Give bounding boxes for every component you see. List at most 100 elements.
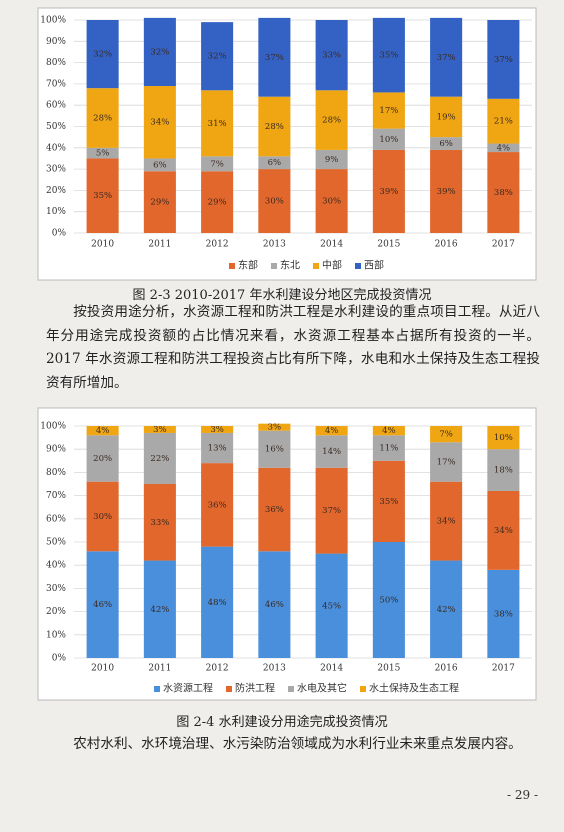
data-label: 6% [439,139,453,149]
bar-segment [487,152,520,233]
bar-segment [315,467,348,554]
legend-swatch [313,263,319,269]
data-label: 36% [208,500,227,510]
data-label: 30% [322,197,341,207]
data-label: 37% [494,55,513,65]
data-label: 37% [265,53,284,63]
bar-segment [143,426,176,433]
y-tick-label: 90% [46,445,66,455]
caption: 图 2-3 2010-2017 年水利建设分地区完成投资情况 [132,288,432,303]
data-label: 34% [437,517,456,527]
bar-segment [86,435,119,482]
y-tick-label: 10% [46,207,66,217]
bar-segment [258,169,291,233]
data-label: 34% [494,526,513,536]
data-label: 46% [93,600,112,610]
data-label: 33% [322,51,341,61]
data-label: 4% [382,426,396,436]
bar-segment [315,90,348,150]
bar-segment [430,17,463,97]
bar-segment [201,90,234,157]
legend-label: 水土保持及生态工程 [369,682,459,695]
bar-segment [143,17,176,87]
bar-segment [315,426,348,436]
bar-segment [258,17,291,97]
data-label: 31% [208,119,227,129]
data-label: 22% [150,454,169,464]
x-tick-label: 2014 [320,240,343,250]
data-label: 11% [379,444,398,454]
data-label: 21% [494,117,513,127]
x-tick-label: 2013 [263,664,286,674]
legend-swatch [355,263,361,269]
y-tick-label: 20% [46,186,66,196]
data-label: 37% [437,53,456,63]
data-label: 6% [268,158,282,168]
data-label: 46% [265,600,284,610]
y-tick-label: 80% [46,468,66,478]
bar-segment [201,546,234,658]
x-tick-label: 2013 [263,240,286,250]
y-tick-label: 100% [40,16,66,26]
x-tick-label: 2015 [377,664,400,674]
data-label: 9% [325,155,339,165]
data-label: 48% [208,598,227,608]
y-tick-label: 60% [46,101,66,111]
data-label: 4% [96,426,110,436]
data-label: 39% [379,187,398,197]
data-label: 30% [93,512,112,522]
data-label: 37% [322,506,341,516]
data-label: 4% [325,426,339,436]
caption: 图 2-4 水利建设分用途完成投资情况 [176,715,388,730]
bar-segment [487,490,520,570]
legend-label: 防洪工程 [235,682,275,695]
bar-segment [201,426,234,433]
data-label: 32% [93,50,112,60]
bar-segment [86,551,119,658]
data-label: 50% [379,596,398,606]
bar-segment [86,147,119,159]
bar-segment [315,169,348,233]
data-label: 42% [437,605,456,615]
bar-segment [143,158,176,172]
bar-segment [86,158,119,233]
data-label: 5% [96,149,110,159]
legend-swatch [360,686,366,692]
data-label: 4% [497,143,511,153]
legend-label: 中部 [322,259,342,272]
data-label: 7% [439,430,453,440]
bar-segment [487,569,520,658]
data-label: 35% [379,497,398,507]
y-tick-label: 0% [52,229,67,239]
bar-segment [487,143,520,153]
y-tick-label: 90% [46,37,66,47]
data-label: 16% [265,445,284,455]
data-label: 29% [208,198,227,208]
x-tick-label: 2010 [91,664,114,674]
x-tick-label: 2016 [435,664,458,674]
legend-label: 东北 [280,259,300,272]
bar-segment [258,467,291,552]
x-tick-label: 2014 [320,664,343,674]
bar-segment [487,426,520,450]
data-label: 3% [210,425,224,435]
data-label: 32% [150,47,169,57]
bar-segment [430,560,463,658]
x-tick-label: 2012 [206,240,229,250]
data-label: 3% [153,425,167,435]
bar-segment [372,435,405,461]
y-tick-label: 50% [46,122,66,132]
bar-segment [430,96,463,138]
data-label: 30% [265,197,284,207]
bar-segment [86,88,119,148]
x-tick-label: 2011 [148,240,171,250]
data-label: 42% [150,605,169,615]
bar-segment [372,426,405,436]
paragraph: 按投资用途分析，水资源工程和防洪工程是水利建设的重点项目工程。从近八年分用途完成… [46,304,540,391]
bar-segment [201,463,234,547]
bar-segment [430,149,463,233]
data-label: 38% [494,609,513,619]
y-tick-label: 40% [46,561,66,571]
x-tick-label: 2017 [492,240,515,250]
bar-segment [86,426,119,436]
